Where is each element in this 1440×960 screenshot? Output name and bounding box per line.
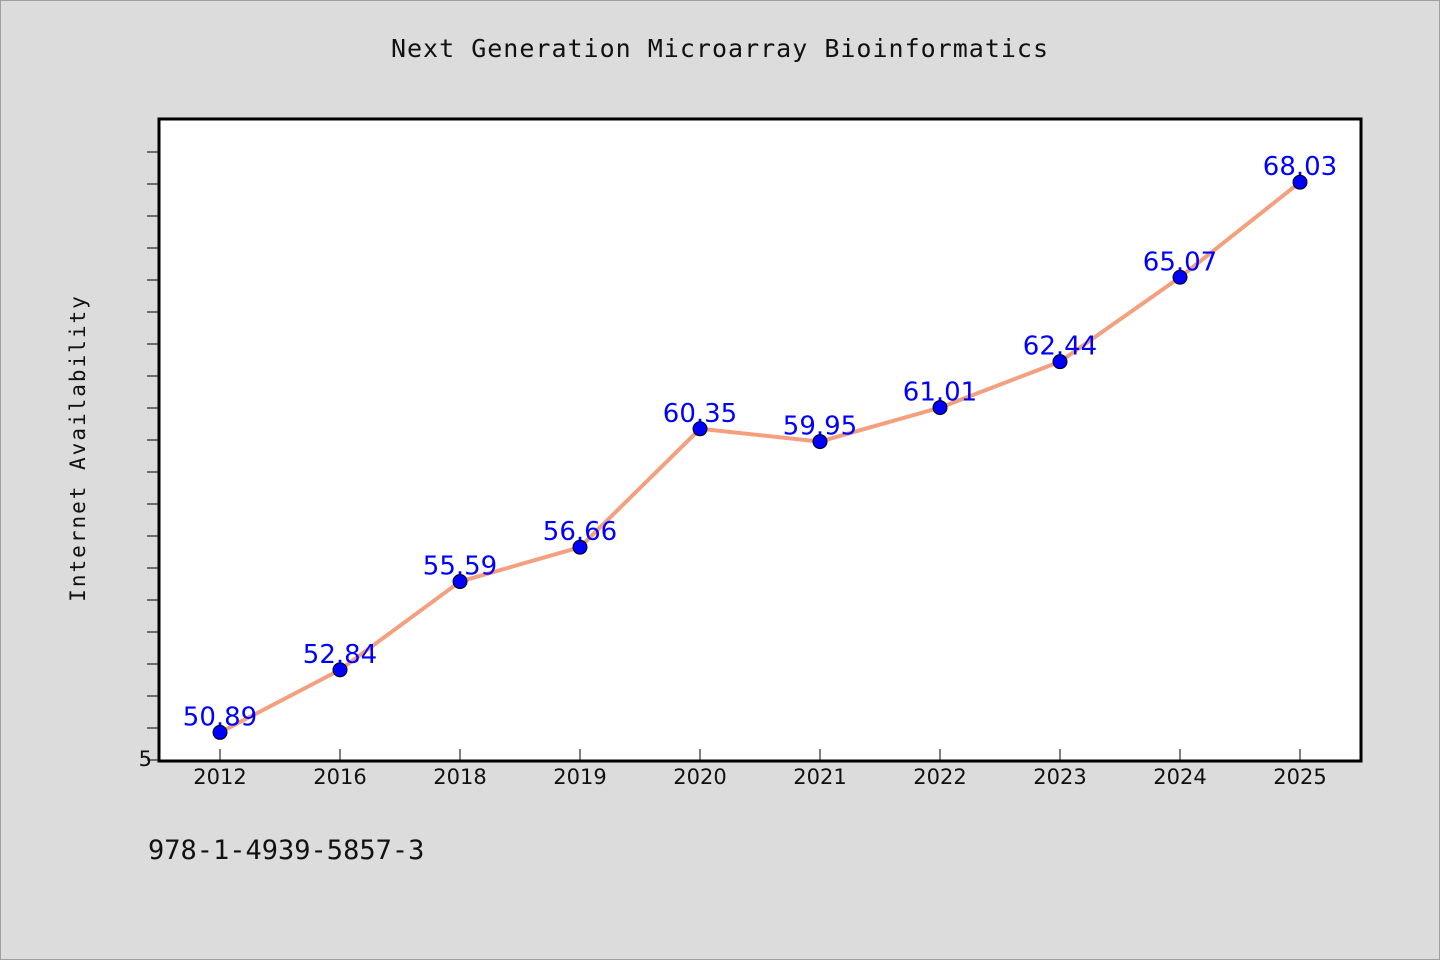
y-axis-ticks bbox=[147, 151, 159, 761]
x-tick-label: 2025 bbox=[1273, 765, 1326, 789]
data-label: 60.35 bbox=[663, 399, 737, 429]
x-tick-label: 2023 bbox=[1033, 765, 1086, 789]
isbn-text: 978-1-4939-5857-3 bbox=[148, 835, 425, 866]
x-tick-label: 2022 bbox=[913, 765, 966, 789]
x-tick-label: 2012 bbox=[193, 765, 246, 789]
x-tick-label: 2018 bbox=[433, 765, 486, 789]
series-line bbox=[219, 180, 1302, 735]
x-tick-label: 2019 bbox=[553, 765, 606, 789]
x-axis-ticks: 2012 2016 2018 2019 2020 2021 2022 2023 2024 2025 bbox=[193, 749, 1327, 789]
data-point bbox=[932, 400, 948, 416]
data-markers bbox=[212, 174, 1308, 740]
data-label: 55.59 bbox=[423, 552, 497, 582]
x-tick-label: 2024 bbox=[1153, 765, 1206, 789]
data-label: 62.44 bbox=[1023, 332, 1097, 362]
data-point bbox=[452, 574, 468, 590]
x-tick-label: 2021 bbox=[793, 765, 846, 789]
data-label: 56.66 bbox=[543, 517, 617, 547]
data-point bbox=[1172, 269, 1188, 285]
data-label: 52.84 bbox=[303, 640, 377, 670]
data-point bbox=[212, 724, 228, 740]
data-label: 65.07 bbox=[1143, 247, 1217, 277]
chart-title: Next Generation Microarray Bioinformatic… bbox=[390, 34, 1050, 63]
data-point bbox=[572, 539, 588, 555]
data-label: 59.95 bbox=[783, 412, 857, 442]
data-point bbox=[812, 434, 828, 450]
x-tick-label: 2016 bbox=[313, 765, 366, 789]
y-tick-label: 5 bbox=[139, 747, 152, 771]
data-point bbox=[1292, 174, 1308, 190]
data-point bbox=[1052, 354, 1068, 370]
data-point bbox=[692, 421, 708, 437]
data-point bbox=[332, 662, 348, 678]
data-label: 61.01 bbox=[903, 378, 977, 408]
data-label: 68.03 bbox=[1263, 152, 1337, 182]
data-label: 50.89 bbox=[183, 702, 257, 732]
data-labels: 50.89 52.84 55.59 56.66 60.35 59.95 61.01 62.44… bbox=[183, 152, 1337, 732]
x-tick-label: 2020 bbox=[673, 765, 726, 789]
